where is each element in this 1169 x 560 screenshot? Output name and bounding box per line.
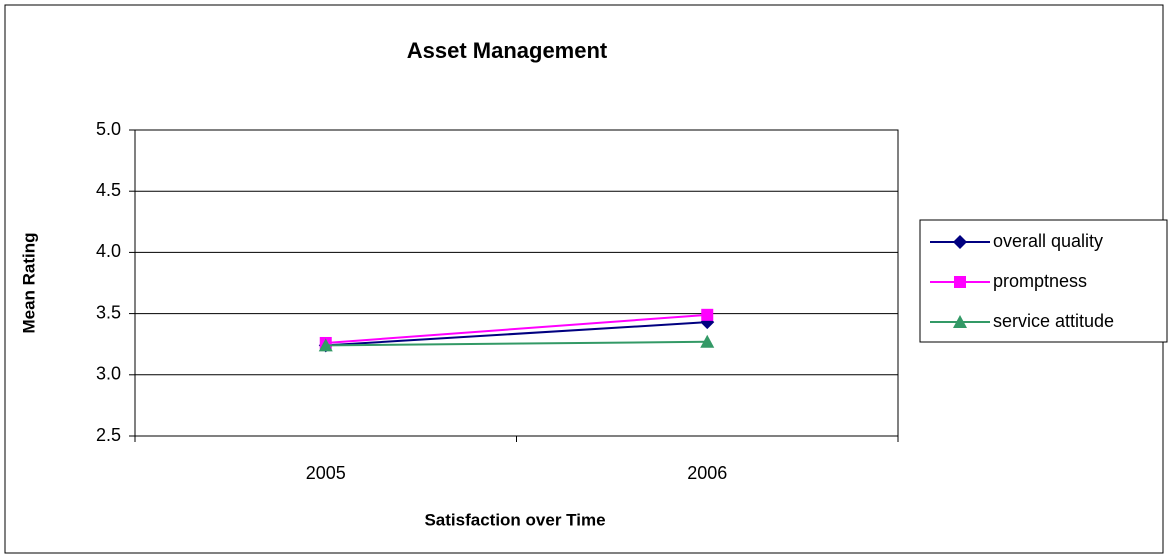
series-line xyxy=(325,321,708,347)
y-axis-label: Mean Rating xyxy=(19,232,38,333)
marker xyxy=(953,315,967,328)
y-tick-label: 3.0 xyxy=(96,364,121,384)
chart-title: Asset Management xyxy=(407,38,608,63)
marker xyxy=(701,308,714,321)
legend-label: overall quality xyxy=(993,231,1103,251)
series-line xyxy=(325,313,708,344)
series-line xyxy=(325,340,708,347)
x-tick-label: 2005 xyxy=(306,463,346,483)
y-tick-label: 4.0 xyxy=(96,241,121,261)
y-tick-label: 4.5 xyxy=(96,180,121,200)
marker xyxy=(318,338,333,352)
y-tick-label: 3.5 xyxy=(96,302,121,322)
x-axis-label: Satisfaction over Time xyxy=(424,510,605,529)
legend-label: promptness xyxy=(993,271,1087,291)
marker xyxy=(954,276,966,288)
y-tick-label: 2.5 xyxy=(96,425,121,445)
x-tick-label: 2006 xyxy=(687,463,727,483)
marker xyxy=(953,235,967,249)
legend-label: service attitude xyxy=(993,311,1114,331)
marker xyxy=(700,334,715,348)
y-tick-label: 5.0 xyxy=(96,119,121,139)
